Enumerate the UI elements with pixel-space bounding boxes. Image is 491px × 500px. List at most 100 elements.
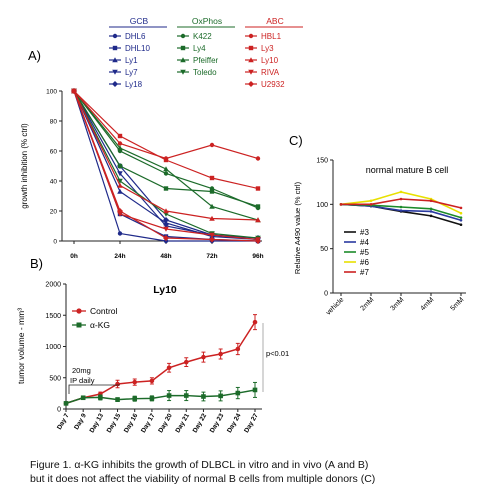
data-point-u2932 <box>255 238 261 244</box>
data-point-kg <box>98 395 103 400</box>
data-point-hbl1 <box>117 141 123 146</box>
y-tick-label: 20 <box>50 209 58 216</box>
treatment-bracket <box>68 384 120 394</box>
x-tick-label: Day 27 <box>243 412 260 434</box>
figure-caption: Figure 1. α-KG inhibits the growth of DL… <box>30 458 375 486</box>
data-point-kg <box>132 396 138 401</box>
y-tick-label: 1500 <box>45 313 61 320</box>
legend-marker-toledo <box>180 69 186 75</box>
data-point-6 <box>459 211 463 215</box>
data-point-ly10 <box>255 217 261 223</box>
data-point-ly10 <box>163 208 169 214</box>
treatment-route: IP daily <box>70 376 95 385</box>
x-tick-label: 2mM <box>359 296 375 312</box>
legend-label-3: #3 <box>360 228 369 237</box>
data-point-7 <box>339 203 343 206</box>
panel-a-legend: GCB DHL6 DHL10 Ly1 Ly7 Ly18 OxPhos K422 Ly4 Pfeif… <box>109 16 303 89</box>
x-tick-label: Day 20 <box>157 412 174 434</box>
data-point-control <box>252 319 258 325</box>
y-tick-label: 0 <box>57 407 61 414</box>
x-tick-label: 24h <box>114 253 125 260</box>
data-point-7 <box>459 206 463 210</box>
data-point-ly10 <box>117 182 123 188</box>
y-tick-label: 100 <box>46 89 57 96</box>
data-point-7 <box>429 199 433 203</box>
series-line-pfeiffer <box>73 90 259 221</box>
y-tick-label: 0 <box>324 291 328 298</box>
data-point-4 <box>429 210 433 213</box>
x-tick-label: 72h <box>206 253 217 260</box>
y-tick-label: 150 <box>316 158 328 165</box>
data-point-control <box>132 379 138 385</box>
legend-group-gcb: GCB <box>130 16 149 26</box>
data-point-3 <box>459 223 463 227</box>
x-tick-label: 5mM <box>449 296 465 312</box>
data-point-kg <box>166 393 172 398</box>
data-point-kg <box>218 393 223 399</box>
legend-label-5: #5 <box>360 248 369 257</box>
data-point-ly4 <box>209 189 215 194</box>
legend-label-u2932: U2932 <box>261 80 285 89</box>
legend-label-k422: K422 <box>193 32 212 41</box>
legend-label-toledo: Toledo <box>193 68 217 77</box>
legend-marker-hbl1 <box>248 33 254 39</box>
legend-label-ly10: Ly10 <box>261 56 279 65</box>
x-tick-label: 96h <box>252 253 263 260</box>
data-point-5 <box>429 207 433 211</box>
data-point-u2932 <box>163 235 169 241</box>
y-tick-label: 80 <box>50 119 58 126</box>
x-tick-label: Day 13 <box>89 412 106 434</box>
legend-marker-u2932 <box>248 81 254 87</box>
legend-label-4: #4 <box>360 238 369 247</box>
legend-marker-ly10 <box>248 57 254 63</box>
data-point-control <box>115 381 120 387</box>
caption-line-2: but it does not affect the viability of … <box>30 473 376 485</box>
legend-label-6: #6 <box>360 258 369 267</box>
significance-label: p<0.01 <box>266 349 289 358</box>
data-point-kg <box>115 397 120 402</box>
data-point-kg <box>235 390 241 396</box>
x-tick-label: Day 15 <box>106 412 123 434</box>
legend-label-ly18: Ly18 <box>125 80 143 89</box>
panel-c-ylabel: Relative A490 value (% ctrl) <box>293 181 302 274</box>
data-point-control <box>183 359 189 365</box>
legend-label-ly3: Ly3 <box>261 44 274 53</box>
data-point-ly3 <box>163 157 169 163</box>
panel-c-legend: #3#4#5#6#7 <box>344 228 369 277</box>
x-tick-label: 4mM <box>419 296 435 312</box>
x-tick-label: Day 24 <box>226 412 243 434</box>
y-tick-label: 2000 <box>45 282 61 289</box>
data-point-6 <box>369 199 373 203</box>
x-tick-label: Day 22 <box>192 412 209 434</box>
data-point-kg <box>183 393 189 398</box>
x-tick-label: 3mM <box>389 296 405 312</box>
data-point-ly10 <box>209 215 215 221</box>
y-tick-label: 60 <box>50 149 58 156</box>
data-point-u2932 <box>71 88 77 94</box>
legend-marker-control <box>76 308 82 314</box>
panel-b-chart: Ly10 tumor volume - mm³ 0 500 1000 1500 2000… <box>16 282 289 435</box>
data-point-kg <box>201 394 206 399</box>
data-point-ly4 <box>255 204 261 209</box>
panel-b-ylabel: tumor volume - mm³ <box>16 308 26 384</box>
y-tick-label: 1000 <box>45 344 61 351</box>
legend-group-oxphos: OxPhos <box>192 16 222 26</box>
legend-marker-ly3 <box>248 45 254 51</box>
data-point-pfeiffer <box>163 166 169 172</box>
legend-marker-akg <box>76 322 82 328</box>
data-point-ly4 <box>163 186 169 191</box>
x-tick-label: Day 17 <box>140 412 157 434</box>
legend-label-dhl6: DHL6 <box>125 32 146 41</box>
data-point-control <box>201 354 206 360</box>
panel-c-title: normal mature B cell <box>366 165 449 175</box>
data-point-k422 <box>163 171 169 176</box>
legend-marker-dhl10 <box>112 45 118 51</box>
caption-line-1: Figure 1. α-KG inhibits the growth of DL… <box>30 459 369 471</box>
legend-label-7: #7 <box>360 268 369 277</box>
panel-a-ylabel: growth inhibition (% ctrl) <box>20 123 29 209</box>
data-point-ly3 <box>255 186 261 191</box>
data-point-4 <box>399 209 403 212</box>
x-tick-label: Day 21 <box>174 412 191 434</box>
data-point-riva <box>117 211 123 217</box>
